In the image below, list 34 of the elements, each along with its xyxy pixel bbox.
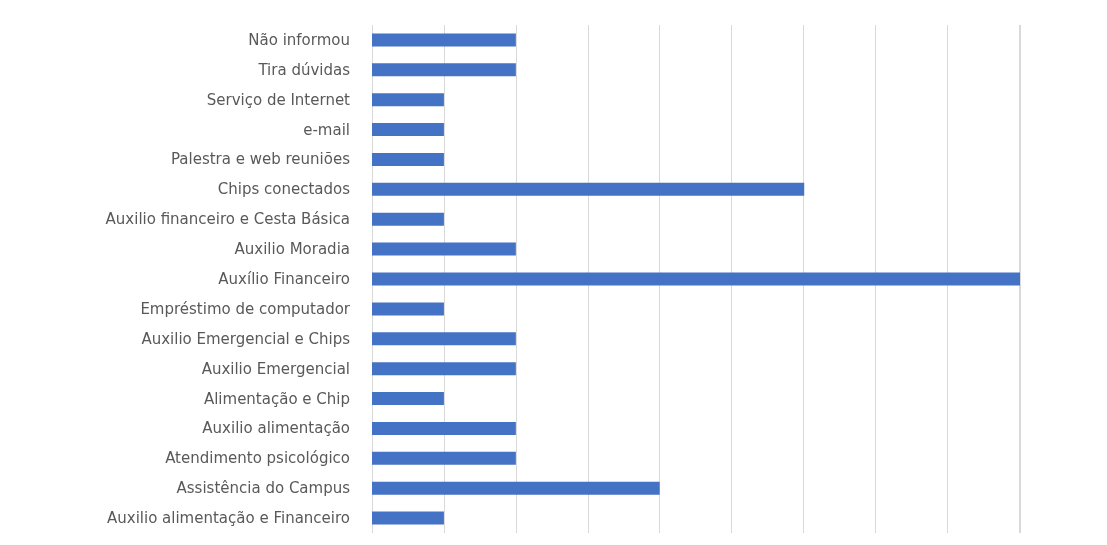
bar [372,332,516,346]
bar [372,212,444,226]
bar [372,421,516,435]
y-tick-label: Tira dúvidas [257,60,351,79]
y-tick-label: Auxilio Moradia [234,240,350,259]
y-tick-label: Auxilio alimentação [202,419,350,438]
bar [372,392,444,406]
y-tick-label: Palestra e web reuniões [170,150,351,169]
y-tick-label: Assistência do Campus [176,479,351,498]
y-tick-label: Auxilio financeiro e Cesta Básica [105,210,350,229]
y-tick-label: Chips conectados [217,180,351,199]
y-tick-label: Não informou [248,30,350,49]
y-tick-label: Serviço de Internet [206,90,351,109]
bar [372,33,516,47]
bar [372,152,444,166]
bar [372,93,444,107]
bar [372,302,444,316]
y-tick-label: Auxílio Financeiro [218,270,350,288]
bar [372,511,444,525]
bar [372,362,516,376]
y-tick-label: Empréstimo de computador [140,299,351,318]
y-tick-label: Auxilio alimentação e Financeiro [107,509,350,528]
y-tick-label: Auxilio Emergencial [201,359,350,378]
bar [372,481,660,495]
y-tick-label: Auxilio Emergencial e Chips [141,329,351,348]
bar [372,272,1020,286]
y-tick-label: Atendimento psicológico [165,449,350,468]
bar [372,123,444,137]
bar [372,451,516,465]
bar [372,242,516,256]
bar [372,63,516,77]
bar [372,182,805,196]
y-tick-label: e-mail [303,120,350,139]
y-tick-label: Alimentação e Chip [203,389,350,408]
